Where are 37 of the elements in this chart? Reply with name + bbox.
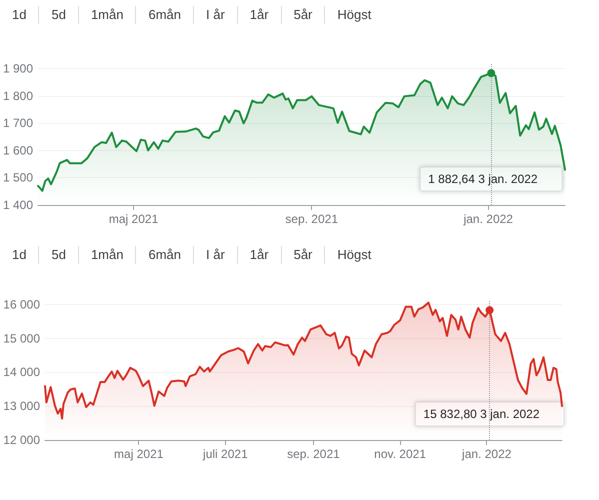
y-tick-label: 13 000 bbox=[3, 399, 40, 414]
x-tick-label: maj 2021 bbox=[114, 447, 164, 461]
y-tick-label: 1 700 bbox=[3, 116, 34, 130]
x-tick-label: jan. 2022 bbox=[462, 212, 514, 226]
y-tick-label: 12 000 bbox=[3, 433, 40, 447]
text: 1d bbox=[0, 246, 40, 264]
text: 5d bbox=[39, 6, 79, 24]
y-tick-label: 1 500 bbox=[3, 170, 34, 185]
text: 1år bbox=[238, 6, 282, 24]
x-tick-label: juli 2021 bbox=[202, 447, 248, 461]
y-tick-label: 1 400 bbox=[3, 198, 34, 212]
y-tick-label: 16 000 bbox=[3, 297, 40, 312]
text: 1år bbox=[238, 246, 282, 264]
text: 1mån bbox=[78, 246, 136, 264]
x-tick-label: sep. 2021 bbox=[285, 212, 338, 226]
y-tick-label: 1 900 bbox=[3, 61, 34, 76]
y-tick-label: 1 600 bbox=[3, 143, 34, 158]
text: 5år bbox=[282, 6, 326, 24]
text: 6mån bbox=[136, 246, 194, 264]
y-tick-label: 1 800 bbox=[3, 88, 34, 103]
x-tick-label: jan. 2022 bbox=[461, 447, 512, 461]
x-tick-label: nov. 2021 bbox=[374, 447, 426, 461]
ref-line-label: 1 882,64 3 jan. 2022 bbox=[428, 172, 538, 186]
x-tick-label: sep. 2021 bbox=[287, 447, 340, 461]
text: I år bbox=[194, 246, 238, 264]
text: Högst bbox=[336, 246, 372, 264]
ref-line-label: 15 832,80 3 jan. 2022 bbox=[423, 407, 540, 421]
text: Högst bbox=[336, 6, 372, 24]
text: I år bbox=[194, 6, 238, 24]
text: 6mån bbox=[136, 6, 194, 24]
y-tick-label: 15 000 bbox=[3, 331, 40, 346]
x-tick-label: maj 2021 bbox=[108, 212, 159, 226]
text: 5d bbox=[39, 246, 79, 264]
y-tick-label: 14 000 bbox=[3, 365, 40, 380]
text: 1mån bbox=[78, 6, 136, 24]
text: 5år bbox=[282, 246, 326, 264]
text: 1d bbox=[0, 6, 40, 24]
